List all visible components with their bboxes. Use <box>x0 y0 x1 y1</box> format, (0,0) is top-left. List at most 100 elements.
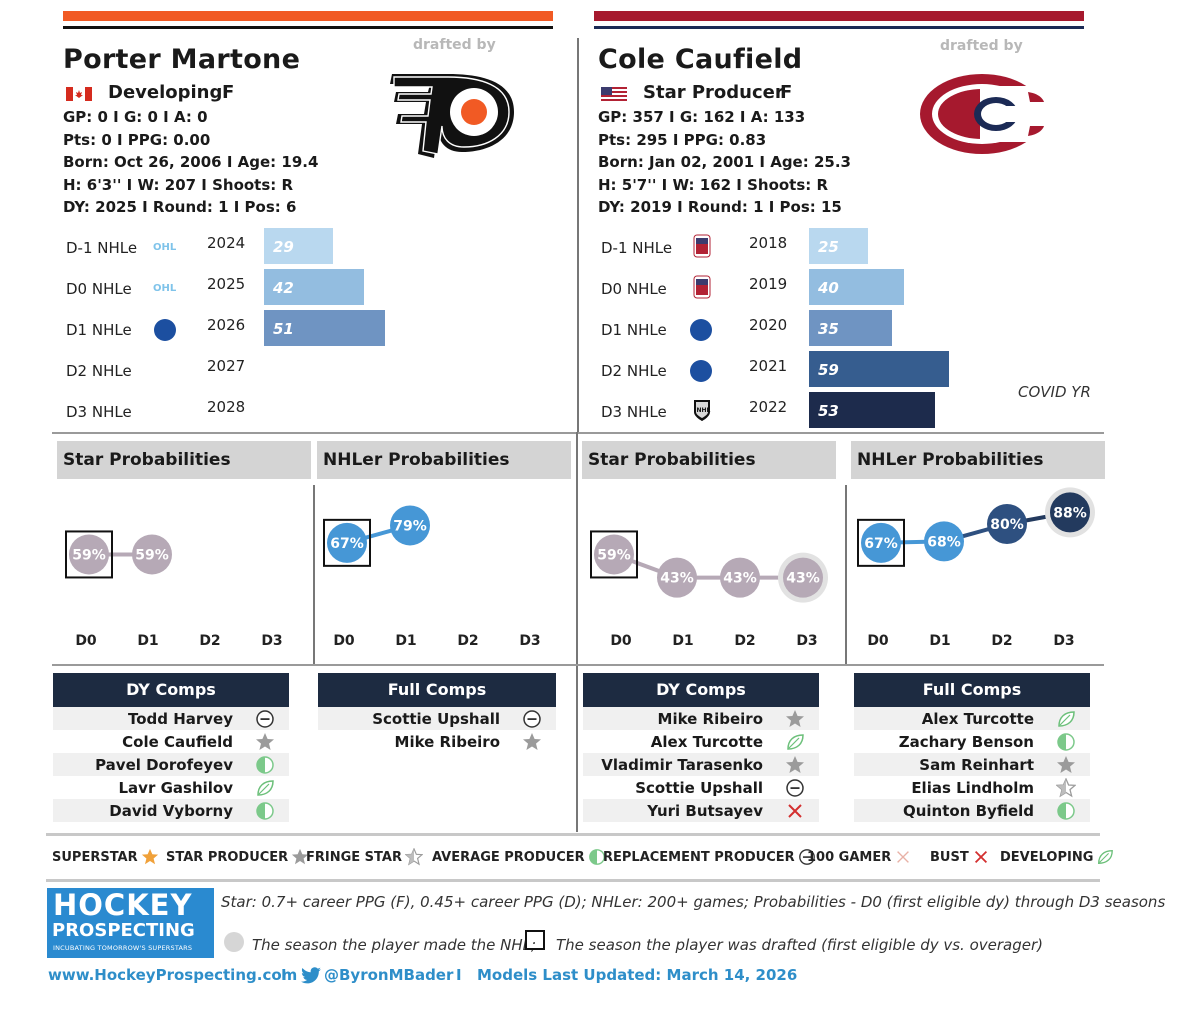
comp-row: Zachary Benson <box>854 730 1090 753</box>
comp-row: Cole Caufield <box>53 730 289 753</box>
probability-label: 59% <box>597 547 631 563</box>
legend-label: STAR PRODUCER <box>166 849 289 865</box>
legend-label: 100 GAMER <box>807 849 892 865</box>
developing-half-icon <box>1056 801 1076 821</box>
probability-point <box>924 521 964 562</box>
usa-hockey-logo-icon <box>693 234 711 262</box>
section-divider <box>52 432 1104 434</box>
draft-season-box <box>590 530 638 579</box>
nhle-row-label: D2 NHLe <box>66 362 132 380</box>
nhle-row-label: D-1 NHLe <box>601 239 673 257</box>
player-position: F <box>222 82 235 103</box>
stat-line: Born: Oct 26, 2006 I Age: 19.4 <box>63 153 319 171</box>
probability-point <box>987 504 1027 544</box>
season-year: 2020 <box>749 316 788 334</box>
nhle-row-label: D0 NHLe <box>601 280 667 298</box>
panel-divider <box>576 432 578 832</box>
svg-text:OHL: OHL <box>153 242 177 253</box>
d-axis-left-nhler: D0 D1 D2 D3 <box>329 633 559 653</box>
brand-line1: HOCKEY <box>53 888 193 922</box>
ncaa-logo-icon <box>690 360 712 382</box>
draft-season-box <box>323 518 371 567</box>
full-comps-right: Full Comps Alex Turcotte Zachary Benson Sa… <box>854 673 1090 822</box>
probability-point <box>1050 492 1090 533</box>
stat-line: H: 6'3'' I W: 207 I Shoots: R <box>63 175 294 194</box>
tier-legend: SUPERSTAR STAR PRODUCER FRINGE STAR AVERAGE… <box>52 846 1114 870</box>
footer-separator: I <box>281 966 287 984</box>
comp-player-name: Scottie Upshall <box>635 779 763 797</box>
probability-plots: 59% 59% 67% 79% 59% 43% 43% 43% 67% 68% 80% 88% <box>65 487 1095 603</box>
stat-line: Born: Jan 02, 2001 I Age: 25.3 <box>598 153 851 171</box>
legend-bottom-rule <box>46 879 1100 882</box>
stat-line: GP: 0 I G: 0 I A: 0 <box>63 108 208 126</box>
comp-row: Pavel Dorofeyev <box>53 753 289 776</box>
probability-label: 68% <box>927 534 961 550</box>
twitter-icon <box>300 967 322 989</box>
nhle-row-label: D1 NHLe <box>601 321 667 339</box>
panel-divider <box>845 485 847 665</box>
probability-label: 43% <box>723 571 757 587</box>
legend-item: DEVELOPING <box>1000 848 1114 866</box>
legend-label: AVERAGE PRODUCER <box>432 849 585 865</box>
nhle-bar: 42 <box>264 269 364 305</box>
usa-hockey-logo-icon <box>693 275 711 303</box>
probability-point <box>861 522 901 563</box>
nhle-row-label: D3 NHLe <box>601 403 667 421</box>
season-year: 2028 <box>207 398 246 416</box>
footnote-draft-season: The season the player was drafted (first… <box>556 936 1043 954</box>
d-axis-label: D2 <box>991 633 1013 649</box>
d-axis-label: D3 <box>1053 633 1075 649</box>
probability-label: 80% <box>990 517 1024 533</box>
comp-player-name: Vladimir Tarasenko <box>601 756 763 774</box>
legend-label: BUST <box>930 849 969 865</box>
probability-point <box>327 522 367 563</box>
comp-list: Mike Ribeiro Alex Turcotte Vladimir Tarase… <box>583 707 819 822</box>
player-position: F <box>780 82 793 103</box>
nhle-bar: 59 <box>809 351 949 387</box>
probability-label: 79% <box>393 518 427 534</box>
comp-player-name: Sam Reinhart <box>919 756 1034 774</box>
d-axis-label: D0 <box>867 633 889 649</box>
models-last-updated: Models Last Updated: March 14, 2026 <box>477 966 798 984</box>
footnote-nhl-season: The season the player made the NHL; <box>252 936 537 954</box>
player-name: Cole Caufield <box>598 44 803 75</box>
probability-label: 67% <box>330 536 364 552</box>
probability-label: 43% <box>660 571 694 587</box>
comp-list: Todd Harvey Cole Caufield Pavel Dorofeyev L… <box>53 707 289 822</box>
star-producer-icon <box>1056 755 1076 775</box>
stat-line: H: 5'7'' I W: 162 I Shoots: R <box>598 175 829 194</box>
d-axis-right-star: D0 D1 D2 D3 <box>606 633 836 653</box>
star-producer-icon <box>291 848 309 866</box>
probability-point <box>132 534 172 575</box>
probability-label: 88% <box>1053 505 1087 521</box>
nhler-probabilities-header: NHLer Probabilities <box>851 441 1105 479</box>
season-year: 2018 <box>749 234 788 252</box>
leaf-icon <box>255 778 275 798</box>
legend-label: SUPERSTAR <box>52 849 138 865</box>
star-producer-icon <box>785 709 805 729</box>
nhle-bar: 35 <box>809 310 892 346</box>
comp-player-name: Todd Harvey <box>127 710 233 728</box>
developing-half-icon <box>588 848 606 866</box>
comp-list: Alex Turcotte Zachary Benson Sam Reinhart E… <box>854 707 1090 822</box>
stat-line: Pts: 295 I PPG: 0.83 <box>598 130 767 149</box>
ohl-logo-icon: OHL <box>153 238 179 258</box>
average-producer-icon <box>522 709 542 729</box>
comp-row: Todd Harvey <box>53 707 289 730</box>
nhle-row-label: D3 NHLe <box>66 403 132 421</box>
developing-half-icon <box>255 801 275 821</box>
d-axis-label: D3 <box>796 633 818 649</box>
season-year: 2021 <box>749 357 788 375</box>
nhle-row: D3 NHLe NHL 2022 53 <box>601 392 1101 432</box>
nhle-row: D2 NHLe 2027 <box>66 351 546 391</box>
fringe-star-icon <box>404 847 424 866</box>
leaf-icon <box>1056 709 1076 729</box>
nhl-season-marker-icon <box>224 932 244 952</box>
nhle-row: D0 NHLe 2019 40 <box>601 269 1101 309</box>
panel-divider <box>313 485 315 665</box>
dy-comps-header: DY Comps <box>53 673 289 707</box>
twitter-handle[interactable]: @ByronMBader <box>324 966 454 984</box>
svg-text:NHL: NHL <box>697 407 711 414</box>
star-producer-icon <box>785 755 805 775</box>
website-link[interactable]: www.HockeyProspecting.com <box>48 966 298 984</box>
